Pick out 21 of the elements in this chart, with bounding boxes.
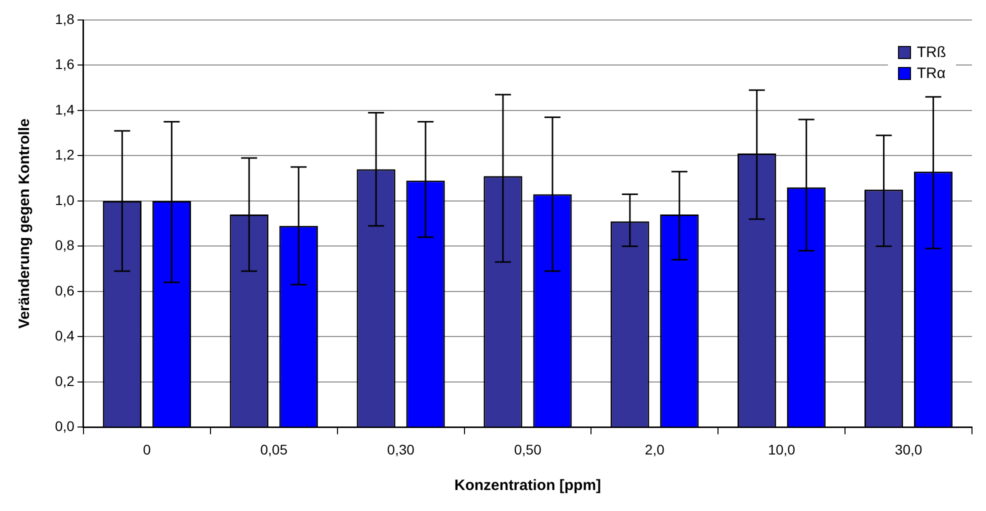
x-tick-label: 0,30 [387, 441, 415, 458]
y-axis-title: Veränderung gegen Kontrolle [16, 118, 34, 329]
y-tick-label: 1,2 [54, 146, 75, 163]
y-tick-label: 1,0 [54, 192, 75, 208]
x-tick-label: 30,0 [894, 441, 922, 458]
x-axis-title: Konzentration [ppm] [454, 477, 602, 494]
y-tick-label: 1,4 [54, 101, 75, 118]
x-tick-label: 2,0 [644, 441, 665, 458]
x-tick-label: 0,05 [260, 441, 288, 458]
legend-label: TRß [916, 44, 946, 61]
y-tick-label: 1,8 [54, 10, 75, 27]
x-tick-label: 0 [143, 441, 152, 458]
legend-label: TRα [916, 65, 946, 82]
x-tick-label: 0,50 [514, 441, 542, 458]
y-tick-label: 0,8 [54, 237, 75, 254]
x-tick-label: 10,0 [768, 441, 796, 458]
y-tick-label: 0,0 [54, 418, 75, 434]
y-tick-label: 0,2 [54, 372, 75, 389]
y-tick-label: 1,6 [54, 56, 75, 72]
y-tick-label: 0,6 [54, 282, 75, 298]
y-tick-label: 0,4 [54, 328, 75, 344]
